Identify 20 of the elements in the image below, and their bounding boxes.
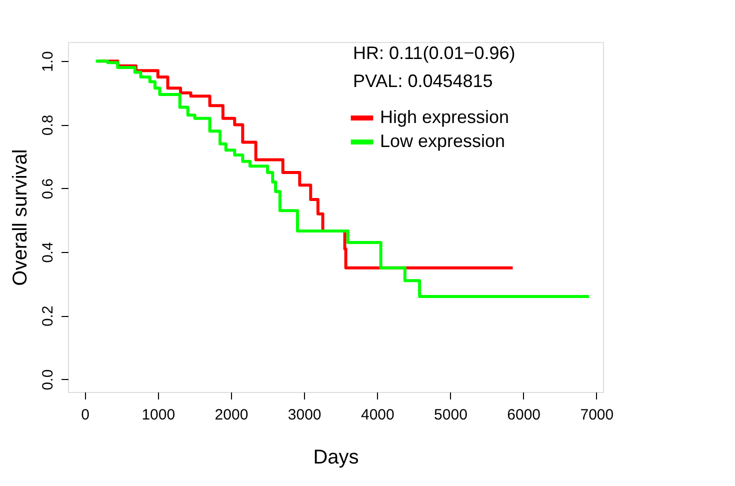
y-tick-label: 0.6: [40, 178, 56, 200]
legend-label: High expression: [380, 107, 510, 127]
legend-label: Low expression: [380, 131, 506, 151]
y-tick-label: 0.2: [40, 306, 56, 327]
y-axis-title: Overall survival: [10, 149, 32, 286]
x-axis-title: Days: [313, 446, 359, 468]
x-tick-label: 3000: [288, 406, 322, 424]
x-tick-label: 0: [81, 406, 90, 424]
y-tick-label: 0.4: [40, 242, 56, 263]
x-tick-label: 2000: [214, 406, 248, 424]
x-tick-label: 4000: [360, 406, 394, 424]
x-tick-label: 7000: [580, 406, 614, 424]
x-tick-label: 1000: [142, 406, 176, 424]
y-tick-label: 0.8: [40, 114, 56, 136]
annotation: HR: 0.11(0.01−0.96): [353, 43, 516, 63]
y-tick-label: 0.0: [40, 369, 56, 390]
x-tick-label: 5000: [434, 406, 468, 424]
y-tick-label: 1.0: [40, 51, 56, 72]
annotation: PVAL: 0.0454815: [353, 71, 493, 91]
x-tick-label: 6000: [507, 406, 541, 424]
